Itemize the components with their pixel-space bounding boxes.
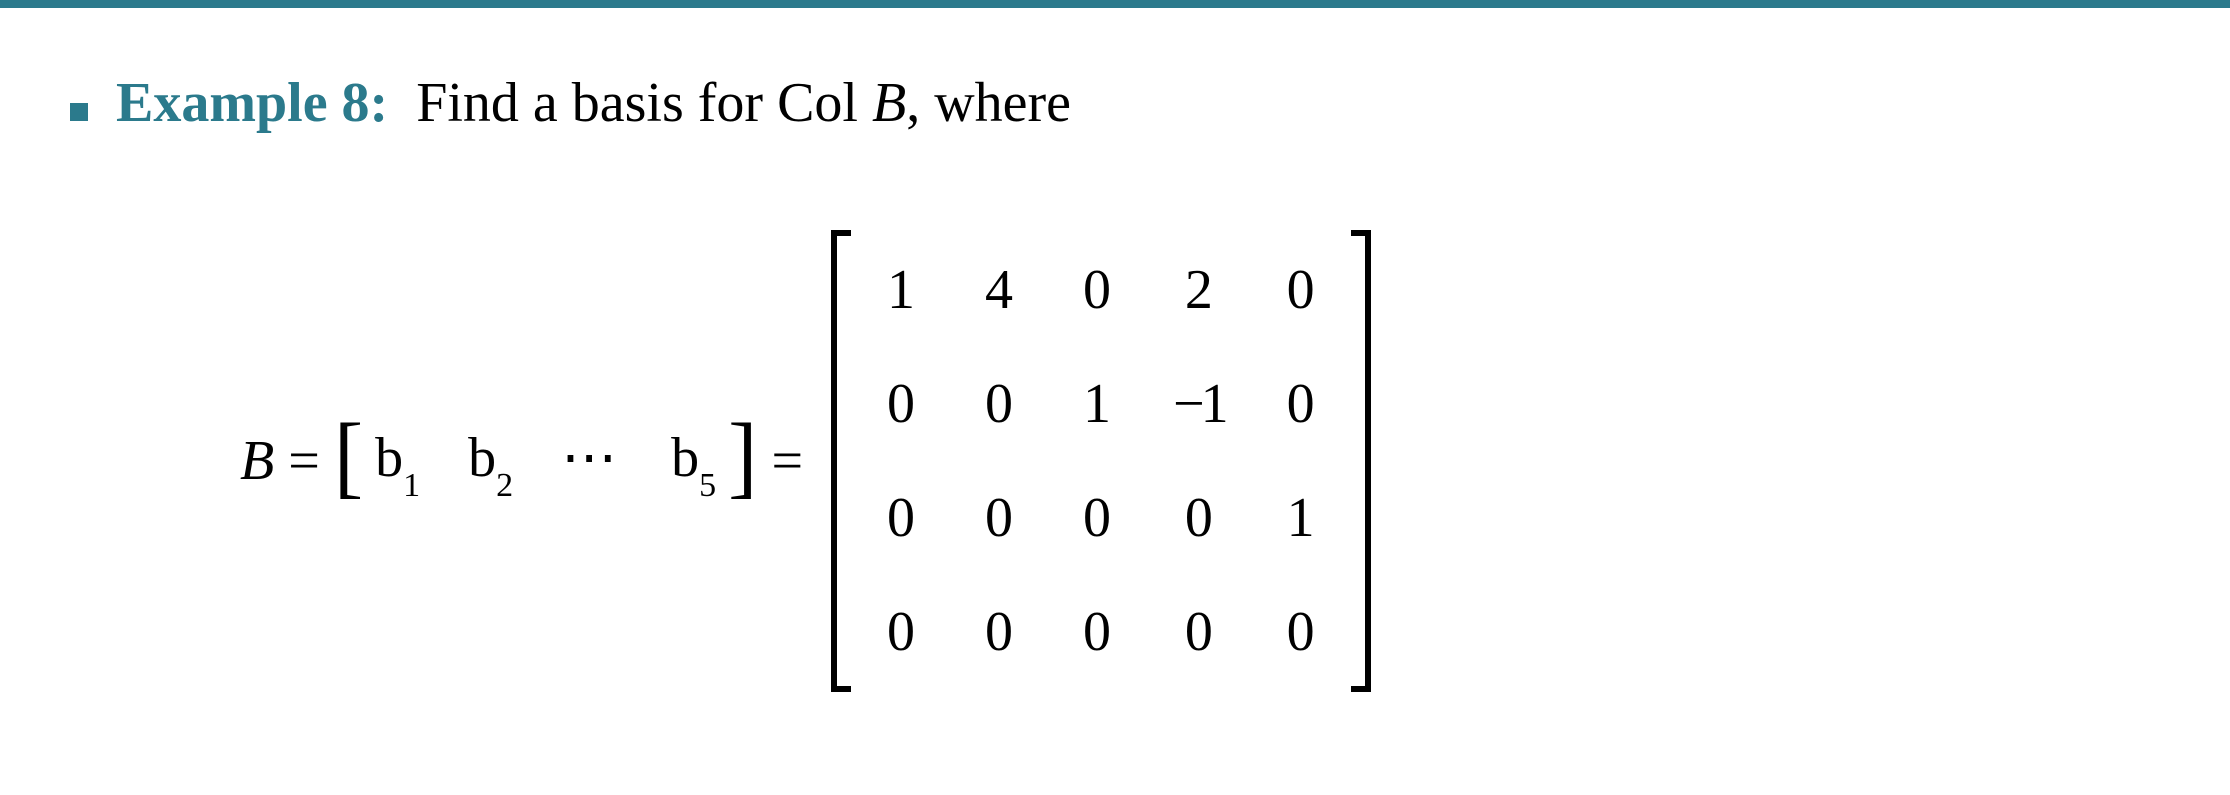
b1-sub: 1 [403, 467, 420, 504]
example-label: Example 8: [116, 72, 388, 134]
m-2-4: 1 [1279, 486, 1323, 550]
equals-2: = [771, 429, 803, 493]
column-vector-notation: [ b1 b2 ⋯ b5 ] [334, 425, 758, 497]
lhs-B: B [240, 429, 274, 493]
matrix-grid: 1 4 0 2 0 0 0 1 −1 0 0 0 0 0 1 0 0 0 0 0 [851, 230, 1351, 692]
equals-1: = [288, 429, 320, 493]
matrix-B: 1 4 0 2 0 0 0 1 −1 0 0 0 0 0 1 0 0 0 0 0 [831, 230, 1371, 692]
m-0-3: 2 [1173, 258, 1225, 322]
ellipsis: ⋯ [561, 425, 623, 490]
column-items: b1 b2 ⋯ b5 [363, 425, 728, 497]
m-0-0: 1 [879, 258, 923, 322]
heading-text-before: Find a basis for Col [416, 72, 872, 134]
b2: b2 [468, 426, 513, 497]
b1: b1 [375, 426, 420, 497]
b5-sym: b [671, 427, 699, 489]
heading-line: Example 8: Find a basis for Col B, where [70, 70, 2160, 137]
m-0-4: 0 [1279, 258, 1323, 322]
b5-sub: 5 [699, 467, 716, 504]
m-2-0: 0 [879, 486, 923, 550]
m-1-4: 0 [1279, 372, 1323, 436]
m-0-1: 4 [977, 258, 1021, 322]
equation-area: B = [ b1 b2 ⋯ b5 ] = 1 4 0 2 0 0 0 1 [240, 230, 1371, 692]
right-bracket-small: ] [728, 425, 757, 490]
bullet-icon [70, 103, 88, 121]
m-3-4: 0 [1279, 600, 1323, 664]
m-3-3: 0 [1173, 600, 1225, 664]
m-2-3: 0 [1173, 486, 1225, 550]
m-3-1: 0 [977, 600, 1021, 664]
heading-var-B: B [872, 72, 906, 134]
var-B-italic: B [872, 72, 906, 134]
m-1-1: 0 [977, 372, 1021, 436]
top-accent-rule [0, 0, 2230, 8]
m-0-2: 0 [1075, 258, 1119, 322]
m-2-1: 0 [977, 486, 1021, 550]
left-bracket-small: [ [334, 425, 363, 490]
heading-text-container: Example 8: Find a basis for Col B, where [116, 70, 1071, 137]
m-1-2: 1 [1075, 372, 1119, 436]
m-3-0: 0 [879, 600, 923, 664]
b5: b5 [671, 426, 716, 497]
slide-content: Example 8: Find a basis for Col B, where… [70, 70, 2160, 137]
heading-text-after: , where [906, 72, 1071, 134]
m-3-2: 0 [1075, 600, 1119, 664]
matrix-right-bracket [1351, 230, 1371, 692]
b2-sym: b [468, 427, 496, 489]
matrix-left-bracket [831, 230, 851, 692]
b1-sym: b [375, 427, 403, 489]
m-2-2: 0 [1075, 486, 1119, 550]
m-1-3: −1 [1173, 372, 1225, 436]
m-1-0: 0 [879, 372, 923, 436]
b2-sub: 2 [496, 467, 513, 504]
